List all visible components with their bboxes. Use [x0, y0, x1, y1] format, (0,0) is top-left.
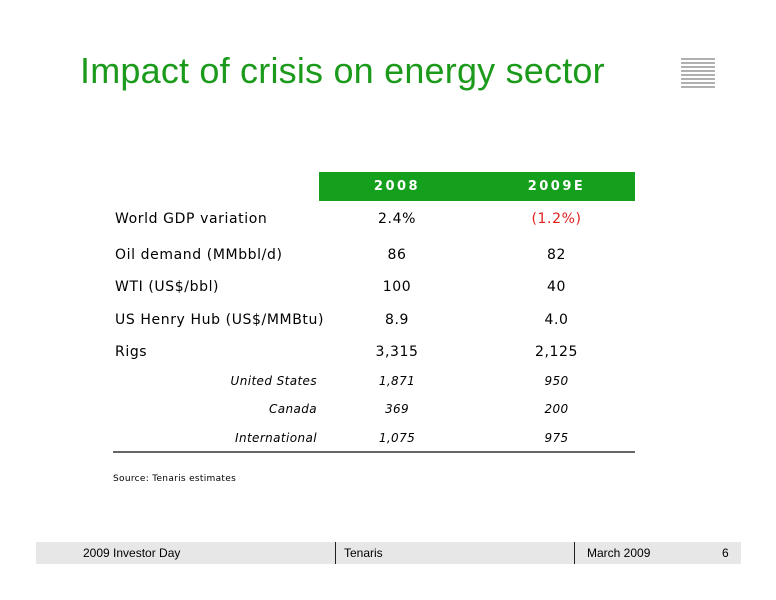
tenaris-logo-icon [681, 58, 715, 92]
footer-event: 2009 Investor Day [83, 546, 181, 560]
column-header-2008: 2008 [319, 172, 475, 201]
value-2009e: 4.0 [544, 312, 569, 328]
column-header-2009e: 2009E [478, 172, 635, 201]
value-2009e: 2,125 [534, 344, 579, 360]
value-2008: 100 [382, 279, 412, 295]
row-label: Oil demand (MMbbl/d) [115, 247, 283, 263]
source-note: Source: Tenaris estimates [113, 474, 237, 484]
value-2009e: 40 [546, 279, 566, 295]
table-subrow: United States 1,871 950 [0, 374, 776, 394]
row-label: World GDP variation [115, 211, 268, 227]
value-2008: 8.9 [384, 312, 410, 328]
value-2009e: 82 [546, 247, 566, 263]
table-subrow: Canada 369 200 [0, 402, 776, 422]
table-row: World GDP variation 2.4% (1.2%) [0, 211, 776, 231]
header-separator [475, 172, 478, 201]
row-label: WTI (US$/bbl) [115, 279, 220, 295]
table-bottom-rule [113, 451, 635, 453]
value-2009e: 200 [544, 402, 569, 416]
page-number: 6 [722, 546, 729, 560]
table-subrow: International 1,075 975 [0, 431, 776, 451]
footer-bar: 2009 Investor Day Tenaris March 2009 6 [36, 542, 741, 564]
subrow-label: Canada [268, 402, 317, 416]
value-2008: 2.4% [378, 211, 416, 227]
table-row: WTI (US$/bbl) 100 40 [0, 279, 776, 299]
row-label: US Henry Hub (US$/MMBtu) [115, 312, 325, 328]
footer-date: March 2009 [587, 546, 651, 560]
value-2009e: 975 [544, 431, 569, 445]
slide-title: Impact of crisis on energy sector [80, 50, 605, 91]
row-label: Rigs [115, 344, 148, 360]
value-2009e: (1.2%) [531, 211, 582, 227]
footer-divider [574, 542, 575, 564]
value-2009e: 950 [544, 374, 569, 388]
footer-company: Tenaris [344, 546, 383, 560]
value-2008: 1,075 [378, 431, 416, 445]
table-row: Rigs 3,315 2,125 [0, 344, 776, 364]
table-row: US Henry Hub (US$/MMBtu) 8.9 4.0 [0, 312, 776, 332]
table-row: Oil demand (MMbbl/d) 86 82 [0, 247, 776, 267]
subrow-label: United States [230, 374, 317, 388]
subrow-label: International [235, 431, 317, 445]
value-2008: 3,315 [375, 344, 419, 360]
value-2008: 86 [387, 247, 407, 263]
value-2008: 369 [384, 402, 410, 416]
footer-divider [335, 542, 336, 564]
value-2008: 1,871 [378, 374, 416, 388]
